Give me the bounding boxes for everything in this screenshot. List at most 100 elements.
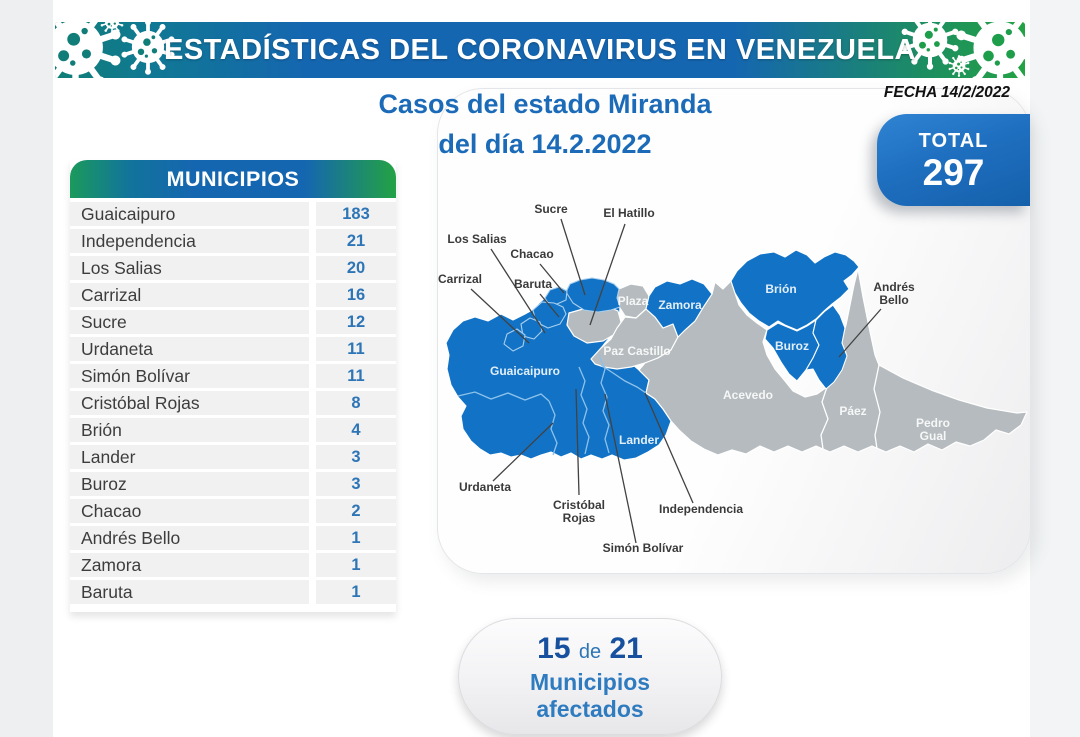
map-region-label: Plaza [618, 294, 649, 308]
municipio-value: 3 [316, 472, 396, 496]
map-label-leader-line [560, 218, 586, 296]
map-label-leader-line [492, 422, 554, 482]
map-region-label: Buroz [775, 339, 809, 353]
municipio-name: Baruta [70, 580, 309, 604]
map-region-andres-bello [805, 304, 848, 390]
map-label-leader-line [604, 393, 637, 544]
map-region-label: Páez [839, 404, 866, 418]
map-border-independencia-lander [600, 364, 647, 394]
municipio-name: Andrés Bello [70, 526, 309, 550]
municipio-name: Guaicaipuro [70, 202, 309, 226]
map-region-label: Baruta [514, 277, 552, 291]
map-region-label: Pedro Gual [916, 416, 950, 443]
map-region-label: Paz Castillo [603, 344, 670, 358]
municipio-name: Brión [70, 418, 309, 442]
map-region-east-gray-mass [638, 268, 1028, 456]
map-border-paez-pedro-gual [873, 364, 881, 450]
municipio-value: 20 [316, 256, 396, 280]
total-label: TOTAL [918, 129, 989, 152]
map-region-brion [730, 249, 860, 331]
municipio-value: 1 [316, 580, 396, 604]
municipio-name: Chacao [70, 499, 309, 523]
summary-count: 15 [537, 632, 571, 665]
map-border-urdaneta-cristobal-rojas [548, 400, 558, 456]
page-title: Casos del estado Miranda del día 14.2.20… [330, 84, 760, 164]
map-label-leader-line [490, 248, 546, 334]
page-left-margin [0, 0, 53, 737]
table-row: Andrés Bello 1 [70, 526, 396, 550]
municipio-value: 183 [316, 202, 396, 226]
table-row: Lander 3 [70, 445, 396, 469]
map-region-label: Zamora [658, 298, 702, 312]
banner-title: ESTADÍSTICAS DEL CORONAVIRUS EN VENEZUEL… [163, 33, 916, 66]
municipio-name: Lander [70, 445, 309, 469]
table-row: Buroz 3 [70, 472, 396, 496]
table-row: Sucre 12 [70, 310, 396, 334]
map-region-label: Brión [765, 282, 796, 296]
page-title-line2: del día 14.2.2022 [438, 129, 652, 159]
municipios-table: MUNICIPIOS Guaicaipuro 183 Independencia 21… [70, 160, 396, 612]
municipio-name: Los Salias [70, 256, 309, 280]
municipio-value: 16 [316, 283, 396, 307]
municipio-name: Urdaneta [70, 337, 309, 361]
map-border-acevedo-paez [820, 386, 829, 450]
map-region-zamora [645, 278, 713, 338]
table-row: Cristóbal Rojas 8 [70, 391, 396, 415]
map-border-guaicaipuro-urdaneta [457, 391, 550, 402]
municipio-value: 3 [316, 445, 396, 469]
summary-line2: Municipios [529, 669, 651, 695]
map-region-label: Sucre [534, 202, 568, 216]
virus-icon [948, 55, 970, 77]
municipio-value: 8 [316, 391, 396, 415]
map-label-leader-line [470, 288, 530, 344]
date-label: FECHA 14/2/2022 [883, 84, 1010, 101]
municipio-value: 11 [316, 337, 396, 361]
page-right-margin [1030, 0, 1080, 737]
map-label-leader-line [539, 263, 565, 294]
municipio-value: 2 [316, 499, 396, 523]
table-row: Guaicaipuro 183 [70, 202, 396, 226]
summary-total: 21 [609, 632, 643, 665]
summary-of: de [578, 641, 602, 663]
municipio-value: 1 [316, 526, 396, 550]
table-row: Brión 4 [70, 418, 396, 442]
map-region-label: El Hatillo [603, 206, 654, 220]
map-region-sucre [565, 277, 621, 313]
map-border-simon-bolivar-lander [598, 354, 610, 454]
map-region-label: Andrés Bello [873, 280, 915, 307]
table-row: Baruta 1 [70, 580, 396, 604]
municipio-name: Buroz [70, 472, 309, 496]
municipio-value: 11 [316, 364, 396, 388]
map-label-leader-line [539, 293, 560, 318]
map-region-label: Independencia [659, 502, 743, 516]
map-region-label: Los Salias [447, 232, 507, 246]
municipio-name: Simón Bolívar [70, 364, 309, 388]
map-region-label: Guaicaipuro [490, 364, 560, 378]
map-label-leader-line [838, 308, 882, 358]
map-region-label: Carrizal [438, 272, 482, 286]
municipio-value: 4 [316, 418, 396, 442]
municipio-value: 1 [316, 553, 396, 577]
municipio-name: Carrizal [70, 283, 309, 307]
municipio-name: Cristóbal Rojas [70, 391, 309, 415]
municipios-table-body: Guaicaipuro 183 Independencia 21 Los Salias 2… [70, 202, 396, 604]
table-row: Zamora 1 [70, 553, 396, 577]
header-banner: ESTADÍSTICAS DEL CORONAVIRUS EN VENEZUEL… [55, 22, 1025, 78]
map-region-label: Cristóbal Rojas [553, 498, 605, 525]
total-box: TOTAL 297 [877, 114, 1030, 206]
municipio-name: Zamora [70, 553, 309, 577]
map-border-cristobal-rojas-simon-bolivar [578, 366, 590, 455]
summary-count-line: 15 de 21 [459, 632, 721, 669]
municipio-value: 12 [316, 310, 396, 334]
table-row: Urdaneta 11 [70, 337, 396, 361]
total-value: 297 [922, 151, 985, 193]
virus-icon [100, 22, 124, 34]
map-region-label: Acevedo [723, 388, 773, 402]
page-title-line1: Casos del estado Miranda [378, 89, 712, 119]
map-region-label: Chacao [510, 247, 553, 261]
municipio-value: 21 [316, 229, 396, 253]
table-row: Chacao 2 [70, 499, 396, 523]
municipio-name: Independencia [70, 229, 309, 253]
